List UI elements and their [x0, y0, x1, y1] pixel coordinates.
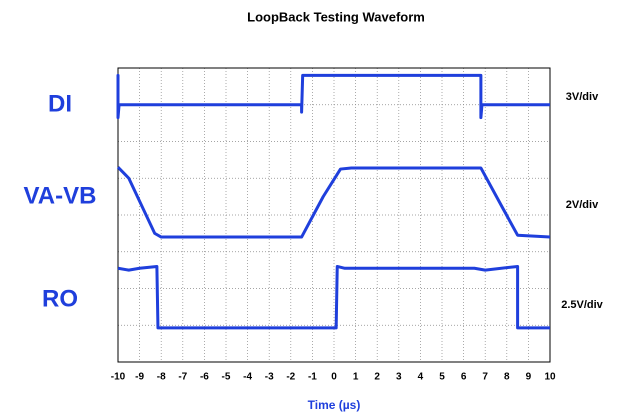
- x-tick-label: -2: [286, 372, 295, 383]
- x-tick-label: 7: [482, 372, 488, 383]
- x-tick-label: 10: [544, 372, 556, 383]
- x-tick-label: 9: [526, 372, 532, 383]
- x-axis-label: Time (µs): [308, 398, 361, 412]
- trace-name: DI: [48, 90, 72, 117]
- x-tick-label: 0: [331, 372, 337, 383]
- x-tick-label: -7: [178, 372, 187, 383]
- x-tick-label: 8: [504, 372, 510, 383]
- x-tick-label: -1: [308, 372, 317, 383]
- x-tick-label: 3: [396, 372, 402, 383]
- trace-name: RO: [42, 285, 78, 312]
- trace-scale: 3V/div: [566, 91, 599, 103]
- trace-scale: 2V/div: [566, 199, 599, 211]
- trace-name: VA-VB: [24, 182, 97, 209]
- x-tick-label: -3: [265, 372, 274, 383]
- x-tick-label: -10: [111, 372, 126, 383]
- x-tick-label: -9: [135, 372, 144, 383]
- x-tick-label: 5: [439, 372, 445, 383]
- x-tick-label: 1: [353, 372, 359, 383]
- x-tick-label: 2: [374, 372, 380, 383]
- x-tick-label: -5: [222, 372, 231, 383]
- trace: [117, 264, 550, 330]
- trace: [116, 73, 550, 120]
- trace-scale: 2.5V/div: [561, 299, 603, 311]
- x-tick-label: 6: [461, 372, 467, 383]
- x-tick-label: -6: [200, 372, 209, 383]
- x-tick-label: -4: [243, 372, 252, 383]
- x-tick-label: 4: [418, 372, 424, 383]
- plot-frame: [117, 67, 551, 363]
- chart-title: LoopBack Testing Waveform: [247, 9, 425, 24]
- trace: [116, 166, 551, 239]
- x-tick-label: -8: [157, 372, 166, 383]
